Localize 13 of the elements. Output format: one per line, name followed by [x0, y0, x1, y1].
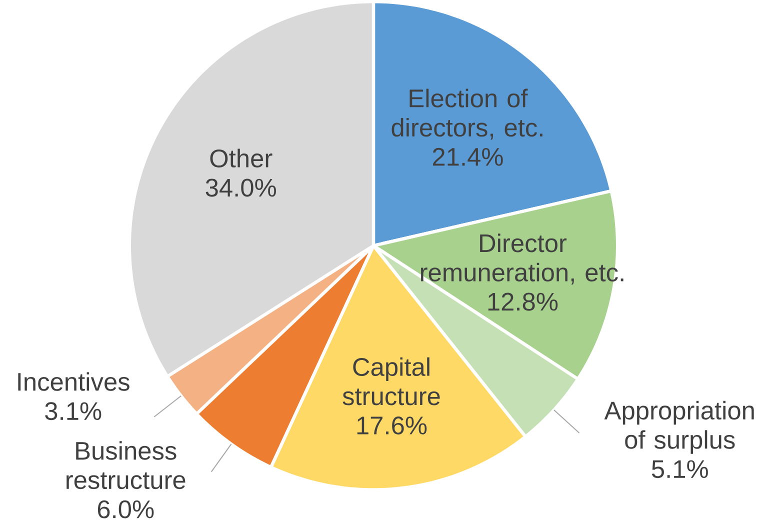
data-label: 17.6% — [357, 416, 427, 435]
slice-label: Appropriation of surplus — [604, 401, 754, 454]
data-label: 12.8% — [488, 292, 558, 311]
slice-label: Other — [210, 148, 272, 168]
slice-label: Incentives — [18, 372, 130, 391]
data-label: 6.0% — [98, 500, 154, 518]
data-label: 21.4% — [432, 148, 503, 166]
slice-label: Election of directors, etc. — [392, 88, 542, 140]
slice-label: Capital structure — [342, 357, 440, 406]
data-label: 5.1% — [652, 460, 708, 478]
data-label: 3.1% — [45, 402, 102, 420]
slice-label: Business restructure — [66, 441, 186, 490]
data-label: 34.0% — [206, 178, 276, 197]
